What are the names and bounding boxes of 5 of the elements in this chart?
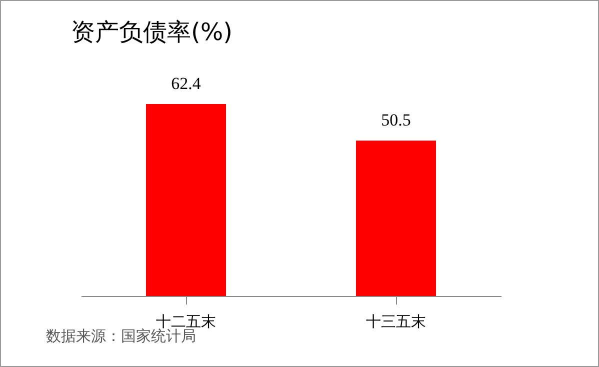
x-tick-label: 十三五末	[366, 312, 426, 330]
chart-title: 资产负债率(%)	[71, 18, 233, 46]
source-note: 数据来源：国家统计局	[46, 327, 196, 346]
data-label: 50.5	[381, 110, 411, 130]
data-label: 62.4	[171, 74, 202, 93]
